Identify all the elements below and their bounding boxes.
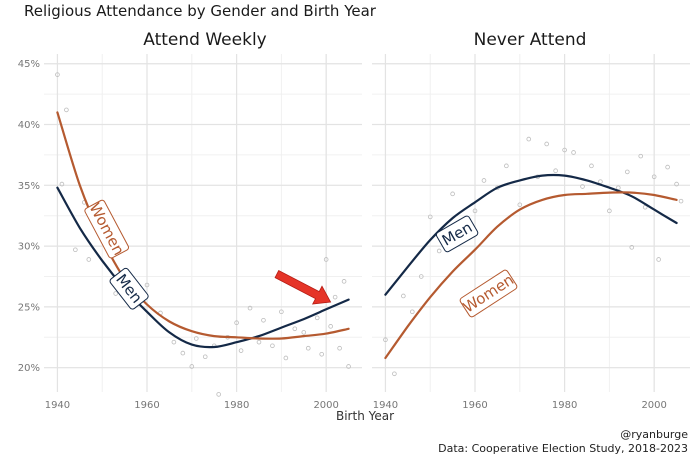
series-label-women: Women	[84, 199, 130, 259]
scatter-point	[73, 247, 78, 253]
y-tick-label: 25%	[18, 302, 40, 313]
scatter-point	[279, 309, 284, 315]
series-line-men	[56, 186, 350, 349]
scatter-point	[238, 348, 244, 353]
scatter-point	[629, 245, 635, 250]
scatter-point	[305, 345, 311, 351]
scatter-point	[332, 294, 338, 300]
scatter-point	[59, 181, 65, 187]
scatter-point	[472, 208, 478, 214]
y-tick-label: 45%	[18, 59, 40, 70]
scatter-point	[418, 274, 424, 279]
scatter-point	[171, 339, 177, 345]
scatter-point	[314, 315, 320, 321]
scatter-point	[189, 364, 195, 369]
x-tick-label: 2000	[313, 400, 338, 411]
scatter-point	[328, 324, 333, 329]
scatter-point	[301, 330, 307, 335]
scatter-point	[517, 202, 523, 208]
scatter-point	[544, 141, 549, 147]
scatter-point	[261, 317, 266, 323]
scatter-point	[598, 179, 603, 184]
scatter-point	[450, 191, 455, 197]
scatter-point	[616, 185, 621, 191]
scatter-point	[283, 355, 289, 361]
scatter-point	[247, 305, 253, 311]
y-tick-label: 30%	[18, 242, 40, 253]
scatter-point	[665, 164, 670, 170]
scatter-point	[323, 257, 329, 262]
scatter-point	[256, 339, 262, 345]
scatter-point	[180, 350, 186, 356]
scatter-point	[504, 163, 509, 169]
y-tick-label: 35%	[18, 181, 40, 192]
y-tick-label: 40%	[18, 120, 40, 131]
scatter-point	[481, 178, 487, 183]
series-label-men: Men	[435, 215, 479, 253]
scatter-point	[624, 169, 630, 175]
x-axis-label: Birth Year	[335, 409, 395, 423]
x-tick-label: 1960	[134, 400, 159, 411]
scatter-point	[346, 364, 351, 369]
scatter-point	[392, 371, 397, 377]
scatter-point	[553, 168, 558, 174]
scatter-point	[55, 72, 60, 77]
series-line-women	[384, 191, 678, 360]
panel-title-never: Never Attend	[473, 30, 587, 50]
scatter-point	[337, 345, 342, 351]
scatter-point	[193, 336, 199, 341]
y-tick-label: 20%	[18, 363, 40, 374]
scatter-point	[526, 136, 532, 142]
x-tick-label: 2000	[641, 400, 666, 411]
scatter-point	[562, 147, 567, 153]
scatter-point	[571, 150, 576, 155]
chart-title: Religious Attendance by Gender and Birth…	[24, 2, 376, 20]
scatter-point	[144, 282, 150, 288]
scatter-point	[270, 343, 275, 349]
scatter-point	[383, 337, 388, 343]
x-tick-label: 1980	[224, 400, 249, 411]
scatter-point	[234, 320, 239, 325]
panel-weekly: 1940 1960 1980 2000 20% 25% 30% 35% 40% 45% Women M…	[18, 54, 362, 411]
scatter-point	[656, 257, 661, 262]
scatter-point	[589, 163, 594, 169]
panel-title-weekly: Attend Weekly	[143, 30, 267, 50]
series-label-box	[435, 215, 479, 253]
scatter-point	[64, 107, 69, 113]
scatter-point	[401, 293, 406, 299]
credit-source: Data: Cooperative Election Study, 2018-2…	[438, 442, 688, 455]
scatter-point	[638, 153, 644, 159]
scatter-point	[678, 198, 684, 204]
series-label-box	[109, 267, 149, 310]
scatter-point	[202, 354, 208, 360]
scatter-point	[292, 326, 298, 332]
series-label-box	[459, 269, 518, 318]
x-tick-label: 1980	[552, 400, 577, 411]
x-tick-label: 1940	[45, 400, 70, 411]
scatter-point	[674, 181, 679, 187]
scatter-point	[86, 257, 92, 262]
series-label-men: Men	[109, 267, 149, 310]
scatter-point	[427, 214, 433, 220]
series-label-box	[84, 199, 130, 259]
credit-handle: @ryanburge	[620, 428, 688, 441]
scatter-point	[607, 208, 612, 214]
series-line-men	[384, 173, 678, 296]
scatter-point	[436, 248, 442, 254]
scatter-point	[216, 392, 221, 397]
highlight-arrow-icon	[274, 269, 332, 305]
scatter-point	[580, 184, 585, 189]
scatter-point	[319, 352, 324, 357]
scatter-point	[341, 279, 347, 284]
x-tick-label: 1940	[373, 400, 398, 411]
scatter-point	[410, 309, 415, 315]
x-tick-label: 1960	[462, 400, 487, 411]
scatter-point	[651, 174, 657, 180]
scatter-point	[113, 291, 118, 296]
